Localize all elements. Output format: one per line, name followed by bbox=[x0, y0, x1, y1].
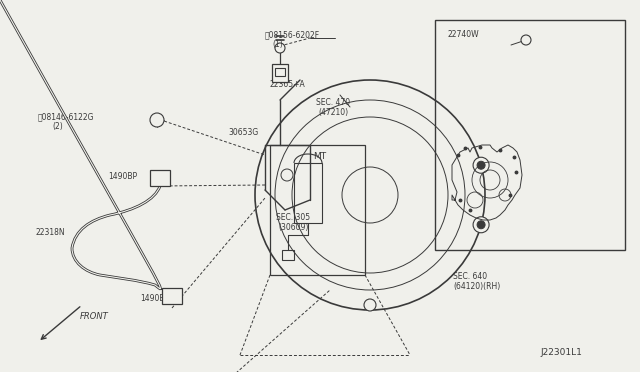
Text: 22365+A: 22365+A bbox=[270, 80, 306, 89]
Bar bbox=[270, 145, 365, 275]
Bar bbox=[282, 250, 294, 260]
Circle shape bbox=[521, 35, 531, 45]
Text: 1490BP: 1490BP bbox=[140, 294, 169, 303]
Text: 22740W: 22740W bbox=[447, 30, 479, 39]
Text: 22318N: 22318N bbox=[35, 228, 65, 237]
Circle shape bbox=[275, 43, 285, 53]
Bar bbox=[272, 64, 288, 82]
Text: SEC. 640: SEC. 640 bbox=[453, 272, 487, 281]
Circle shape bbox=[473, 217, 489, 233]
Text: 30653G: 30653G bbox=[228, 128, 259, 137]
Bar bbox=[294, 163, 322, 223]
Text: 1490BP: 1490BP bbox=[108, 172, 137, 181]
Circle shape bbox=[477, 221, 485, 229]
Text: (2): (2) bbox=[52, 122, 63, 131]
Text: る08156-6202F: る08156-6202F bbox=[265, 30, 320, 39]
Text: (1): (1) bbox=[272, 40, 283, 49]
Text: (30609): (30609) bbox=[278, 223, 308, 232]
Circle shape bbox=[150, 113, 164, 127]
Circle shape bbox=[364, 299, 376, 311]
Text: SEC. 470: SEC. 470 bbox=[316, 98, 350, 107]
Bar bbox=[150, 170, 170, 186]
Text: る08146-6122G: る08146-6122G bbox=[38, 112, 95, 121]
Bar bbox=[162, 288, 182, 304]
Text: J22301L1: J22301L1 bbox=[540, 348, 582, 357]
Circle shape bbox=[473, 157, 489, 173]
Text: FRONT: FRONT bbox=[80, 312, 109, 321]
Text: MT: MT bbox=[313, 152, 326, 161]
Circle shape bbox=[477, 161, 485, 169]
Text: SEC. 305: SEC. 305 bbox=[276, 213, 310, 222]
Bar bbox=[435, 20, 625, 250]
Text: (64120)(RH): (64120)(RH) bbox=[453, 282, 500, 291]
Text: (47210): (47210) bbox=[318, 108, 348, 117]
Bar bbox=[275, 68, 285, 76]
